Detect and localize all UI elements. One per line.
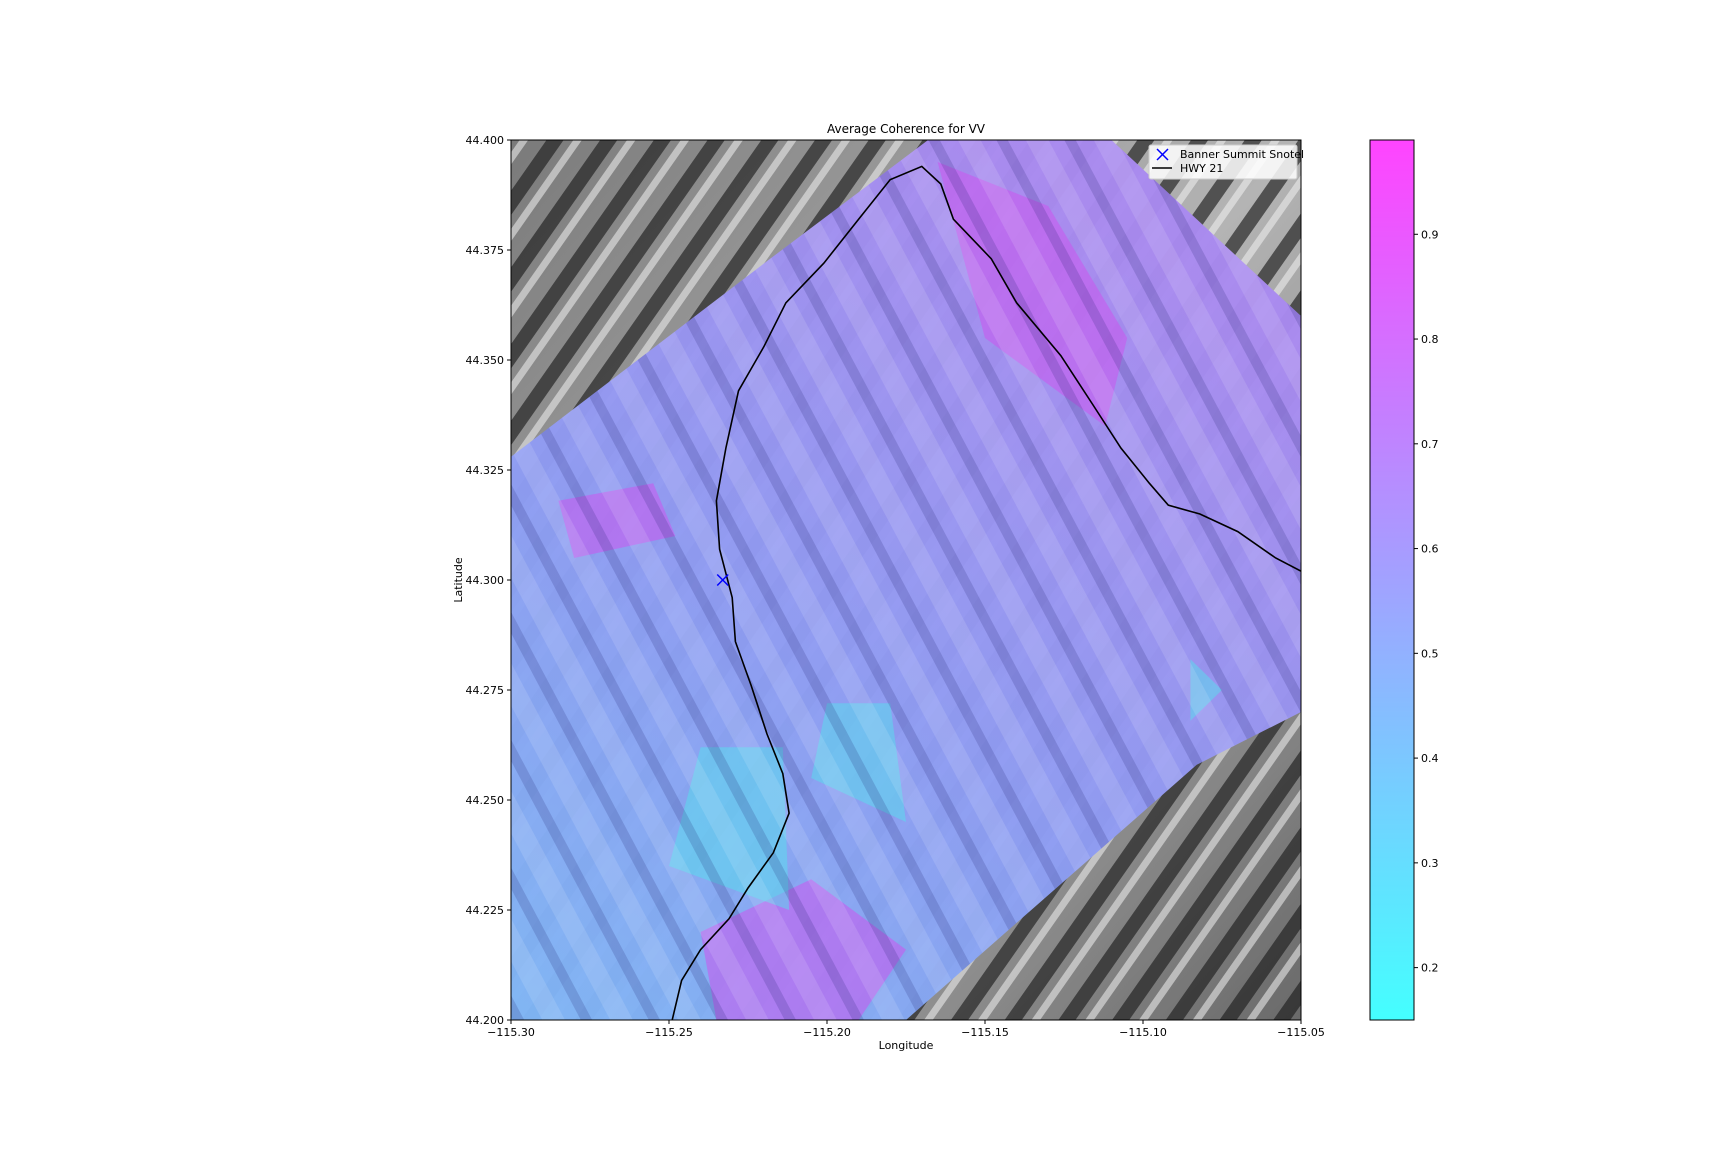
x-icon (1156, 148, 1169, 161)
colorbar-tick-label: 0.3 (1421, 857, 1439, 870)
y-tick-label: 44.325 (466, 464, 505, 477)
colorbar: 0.2 0.3 0.4 0.5 0.6 0.7 0.8 0.9 (1369, 139, 1439, 1021)
colorbar-tick-label: 0.5 (1421, 647, 1439, 660)
x-axis-ticks: −115.30 −115.25 −115.20 −115.15 −115.10 −115.… (487, 1020, 1325, 1039)
legend-label-snotel: Banner Summit Snotel (1180, 148, 1304, 161)
x-tick-label: −115.15 (961, 1026, 1009, 1039)
colorbar-tick-label: 0.6 (1421, 543, 1439, 556)
legend-entry-highway: HWY 21 (1152, 162, 1223, 175)
y-axis-label: Latitude (452, 557, 465, 603)
y-tick-label: 44.350 (466, 354, 505, 367)
colorbar-ticks: 0.2 0.3 0.4 0.5 0.6 0.7 0.8 0.9 (1414, 228, 1439, 975)
x-tick-label: −115.25 (645, 1026, 693, 1039)
y-tick-label: 44.250 (466, 794, 505, 807)
colorbar-gradient (1369, 139, 1415, 1021)
legend: Banner Summit Snotel HWY 21 (1148, 144, 1304, 180)
y-tick-label: 44.400 (466, 134, 505, 147)
legend-entry-snotel: Banner Summit Snotel (1156, 148, 1304, 161)
hwy-21-line (671, 165, 1301, 1020)
y-tick-label: 44.275 (466, 684, 505, 697)
y-axis-ticks: 44.200 44.225 44.250 44.275 44.300 44.325 44.3… (466, 134, 511, 1027)
legend-box (1148, 144, 1298, 180)
coherence-texture (511, 140, 1301, 1020)
legend-label-highway: HWY 21 (1180, 162, 1223, 175)
colorbar-tick-label: 0.8 (1421, 333, 1439, 346)
y-tick-label: 44.200 (466, 1014, 505, 1027)
x-tick-label: −115.20 (803, 1026, 851, 1039)
map-title: Average Coherence for VV (827, 122, 986, 136)
colorbar-tick-label: 0.7 (1421, 438, 1439, 451)
x-axis-label: Longitude (879, 1039, 934, 1052)
x-tick-label: −115.30 (487, 1026, 535, 1039)
y-tick-label: 44.300 (466, 574, 505, 587)
colorbar-tick-label: 0.2 (1421, 962, 1439, 975)
y-tick-label: 44.375 (466, 244, 505, 257)
x-tick-label: −115.05 (1277, 1026, 1325, 1039)
map-axes: −115.30 −115.25 −115.20 −115.15 −115.10 −115.… (466, 134, 1325, 1039)
y-tick-label: 44.225 (466, 904, 505, 917)
colorbar-tick-label: 0.9 (1421, 228, 1439, 241)
x-tick-label: −115.10 (1119, 1026, 1167, 1039)
snotel-marker (716, 573, 729, 587)
colorbar-tick-label: 0.4 (1421, 752, 1439, 765)
